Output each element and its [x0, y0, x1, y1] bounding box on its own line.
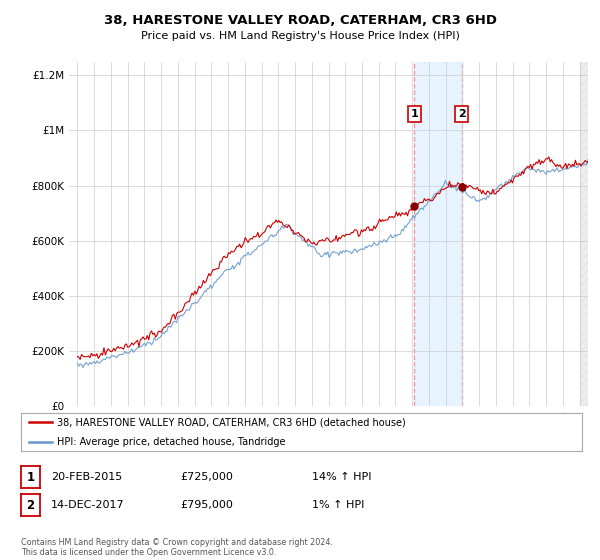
Text: 1% ↑ HPI: 1% ↑ HPI [312, 500, 364, 510]
Text: 2: 2 [26, 498, 35, 512]
Text: Price paid vs. HM Land Registry's House Price Index (HPI): Price paid vs. HM Land Registry's House … [140, 31, 460, 41]
Text: Contains HM Land Registry data © Crown copyright and database right 2024.
This d: Contains HM Land Registry data © Crown c… [21, 538, 333, 557]
Text: 1: 1 [26, 470, 35, 484]
Text: 38, HARESTONE VALLEY ROAD, CATERHAM, CR3 6HD: 38, HARESTONE VALLEY ROAD, CATERHAM, CR3… [104, 14, 497, 27]
Bar [415, 62, 461, 406]
Text: 14% ↑ HPI: 14% ↑ HPI [312, 472, 371, 482]
Text: 38, HARESTONE VALLEY ROAD, CATERHAM, CR3 6HD (detached house): 38, HARESTONE VALLEY ROAD, CATERHAM, CR3… [58, 417, 406, 427]
Text: 14-DEC-2017: 14-DEC-2017 [51, 500, 125, 510]
Text: £795,000: £795,000 [180, 500, 233, 510]
Text: 20-FEB-2015: 20-FEB-2015 [51, 472, 122, 482]
Text: £725,000: £725,000 [180, 472, 233, 482]
Text: 2: 2 [458, 109, 466, 119]
Text: 1: 1 [410, 109, 418, 119]
Text: HPI: Average price, detached house, Tandridge: HPI: Average price, detached house, Tand… [58, 437, 286, 447]
